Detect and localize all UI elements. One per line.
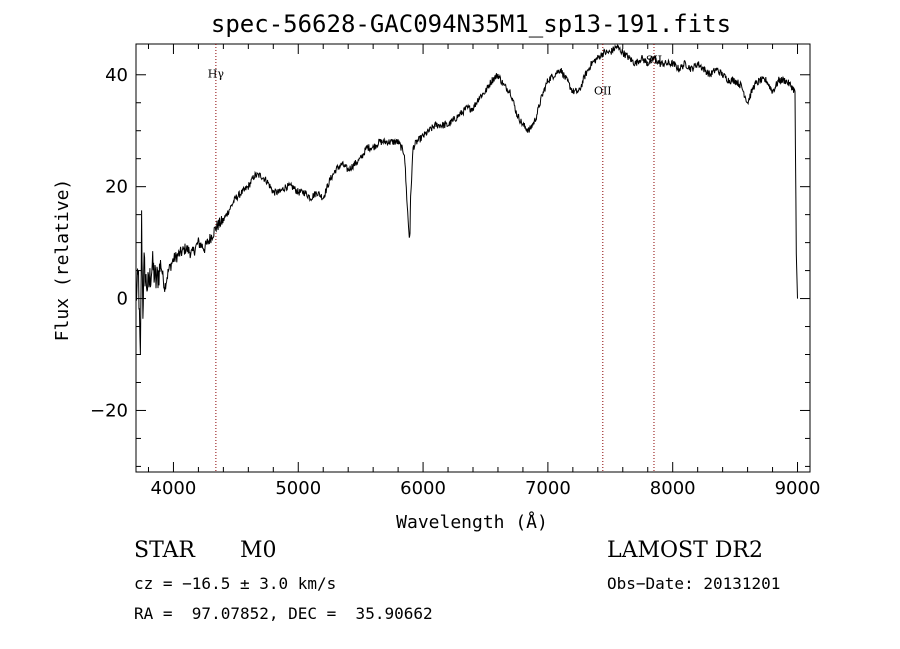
chart-title: spec-56628-GAC094N35M1_sp13-191.fits: [211, 10, 731, 38]
y-tick-label: 20: [105, 177, 128, 198]
coordinates-text: RA = 97.07852, DEC = 35.90662: [134, 604, 433, 623]
spectrum-chart: spec-56628-GAC094N35M1_sp13-191.fits 400…: [52, 10, 821, 533]
y-tick-label: 40: [105, 65, 128, 86]
x-tick-label: 9000: [775, 478, 821, 499]
spectrum-line: [135, 43, 798, 355]
x-tick-label: 5000: [275, 478, 321, 499]
x-tick-label: 6000: [400, 478, 446, 499]
line-markers: Hγ OII SII: [208, 44, 662, 472]
y-tick-label: 0: [117, 289, 128, 310]
x-tick-label: 8000: [650, 478, 696, 499]
line-marker-label: OII: [594, 84, 612, 97]
y-axis-label: Flux (relative): [52, 179, 73, 342]
x-axis: 4000 5000 6000 7000 8000 9000: [147, 44, 821, 499]
y-tick-label: −20: [90, 400, 128, 421]
x-tick-label: 7000: [525, 478, 571, 499]
survey-name: LAMOST DR2: [607, 538, 763, 563]
object-class: STAR: [134, 538, 195, 563]
redshift-text: cz = −16.5 ± 3.0 km/s: [134, 574, 337, 593]
line-marker-label: Hγ: [208, 68, 225, 81]
x-tick-label: 4000: [151, 478, 197, 499]
object-subclass: M0: [240, 538, 277, 563]
x-axis-label: Wavelength (Å): [396, 511, 548, 533]
obs-date-text: Obs−Date: 20131201: [607, 574, 781, 593]
line-marker-label: SII: [646, 54, 662, 67]
y-axis: −20 0 20 40: [90, 65, 810, 467]
